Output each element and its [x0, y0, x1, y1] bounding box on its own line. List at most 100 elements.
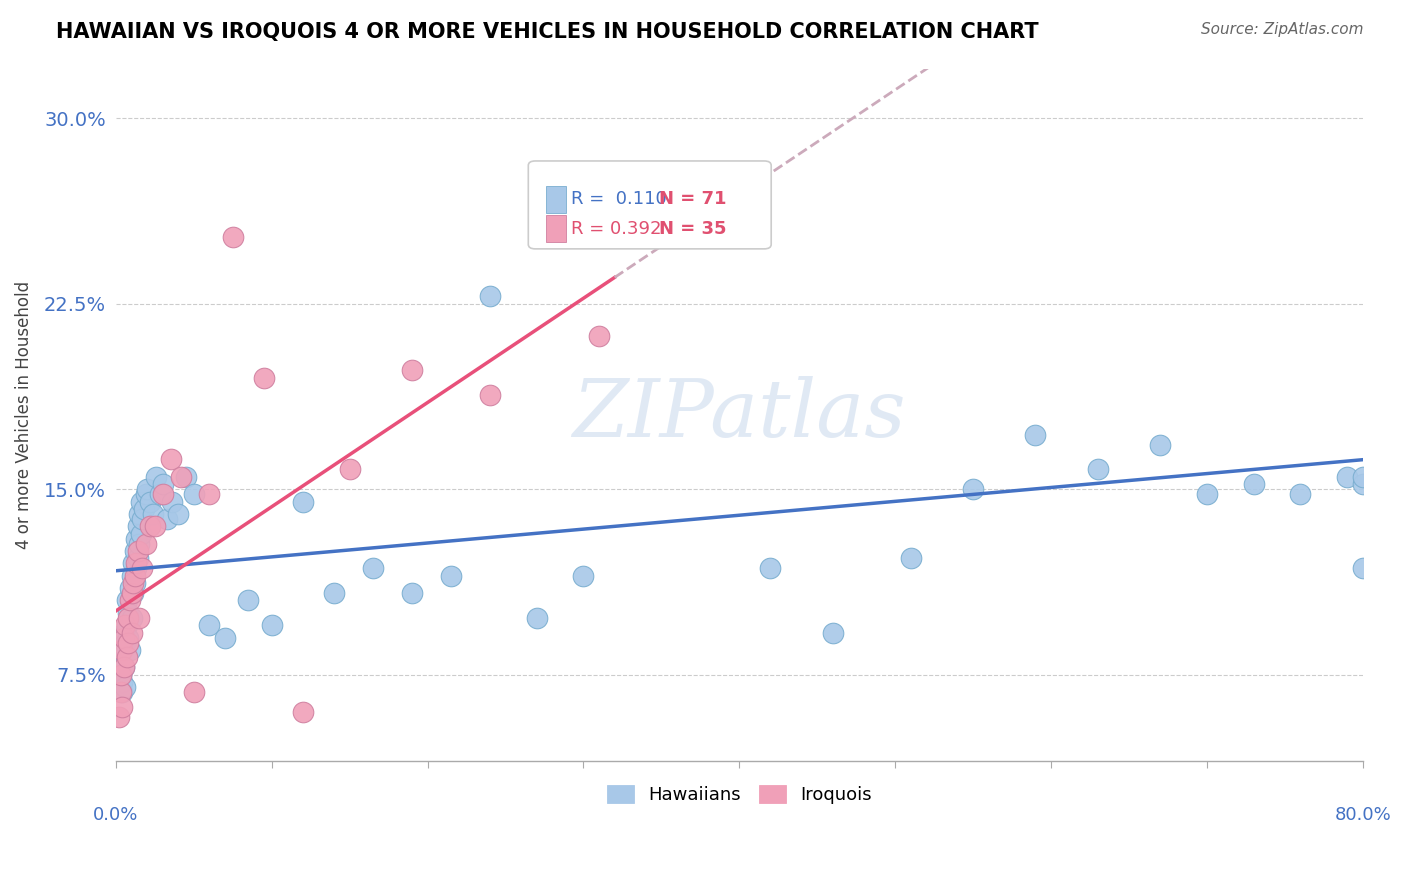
Point — [128, 536, 150, 550]
Point — [121, 625, 143, 640]
Point — [1336, 470, 1358, 484]
Point — [1351, 477, 1374, 491]
Point — [174, 470, 197, 484]
Point — [156, 512, 179, 526]
Point — [588, 328, 610, 343]
Point — [131, 561, 153, 575]
Point — [111, 699, 134, 714]
Point — [118, 643, 141, 657]
Point — [1087, 462, 1109, 476]
Text: R = 0.392: R = 0.392 — [571, 219, 662, 237]
Point — [139, 494, 162, 508]
Point — [127, 544, 149, 558]
Point — [149, 487, 172, 501]
Point — [122, 576, 145, 591]
Point — [198, 487, 221, 501]
Point — [339, 462, 361, 476]
Point — [142, 507, 165, 521]
Point — [135, 487, 157, 501]
Point — [125, 532, 148, 546]
Point — [1351, 561, 1374, 575]
Point — [115, 618, 138, 632]
Point — [125, 561, 148, 575]
Point — [115, 650, 138, 665]
Point — [260, 618, 283, 632]
Point — [129, 526, 152, 541]
Point — [900, 551, 922, 566]
Point — [291, 494, 314, 508]
Point — [112, 631, 135, 645]
Y-axis label: 4 or more Vehicles in Household: 4 or more Vehicles in Household — [15, 281, 32, 549]
Point — [111, 675, 134, 690]
Point — [110, 667, 132, 681]
Point — [440, 568, 463, 582]
Point — [401, 586, 423, 600]
Point — [128, 611, 150, 625]
Point — [139, 519, 162, 533]
Point — [478, 289, 501, 303]
Point — [108, 656, 131, 670]
Point — [117, 606, 139, 620]
Point — [118, 581, 141, 595]
Point — [135, 536, 157, 550]
Point — [962, 482, 984, 496]
Point — [121, 568, 143, 582]
Point — [222, 229, 245, 244]
Point — [136, 482, 159, 496]
Point — [122, 557, 145, 571]
Point — [214, 631, 236, 645]
Point — [1289, 487, 1312, 501]
Point — [478, 388, 501, 402]
Point — [821, 625, 844, 640]
Point — [1351, 470, 1374, 484]
Point — [117, 635, 139, 649]
Legend: Hawaiians, Iroquois: Hawaiians, Iroquois — [599, 778, 879, 811]
Point — [401, 363, 423, 377]
Point — [1149, 437, 1171, 451]
Point — [112, 660, 135, 674]
Point — [122, 586, 145, 600]
Point — [183, 487, 205, 501]
Point — [170, 470, 193, 484]
Point — [361, 561, 384, 575]
Point — [111, 685, 134, 699]
Point — [1243, 477, 1265, 491]
Point — [145, 470, 167, 484]
Text: Source: ZipAtlas.com: Source: ZipAtlas.com — [1201, 22, 1364, 37]
Point — [323, 586, 346, 600]
Point — [526, 611, 548, 625]
Point — [124, 568, 146, 582]
Text: N = 71: N = 71 — [658, 190, 725, 209]
Point — [1024, 427, 1046, 442]
Text: R =  0.110: R = 0.110 — [571, 190, 668, 209]
Point — [127, 551, 149, 566]
Point — [118, 593, 141, 607]
Point — [124, 544, 146, 558]
Point — [114, 635, 136, 649]
Point — [114, 618, 136, 632]
Point — [121, 586, 143, 600]
Point — [110, 643, 132, 657]
Point — [124, 576, 146, 591]
Point — [198, 618, 221, 632]
Point — [697, 229, 720, 244]
Text: 80.0%: 80.0% — [1334, 805, 1391, 824]
Point — [129, 494, 152, 508]
Point — [117, 631, 139, 645]
Point — [152, 477, 174, 491]
Point — [253, 371, 276, 385]
Point — [131, 512, 153, 526]
Point — [238, 593, 260, 607]
Text: ZIPatlas: ZIPatlas — [572, 376, 905, 454]
Point — [572, 568, 595, 582]
Point — [112, 660, 135, 674]
Point — [160, 494, 183, 508]
Point — [167, 507, 190, 521]
Point — [143, 519, 166, 533]
Point — [1195, 487, 1218, 501]
Point — [117, 611, 139, 625]
Point — [121, 611, 143, 625]
Point — [114, 680, 136, 694]
Point — [183, 685, 205, 699]
Point — [152, 487, 174, 501]
